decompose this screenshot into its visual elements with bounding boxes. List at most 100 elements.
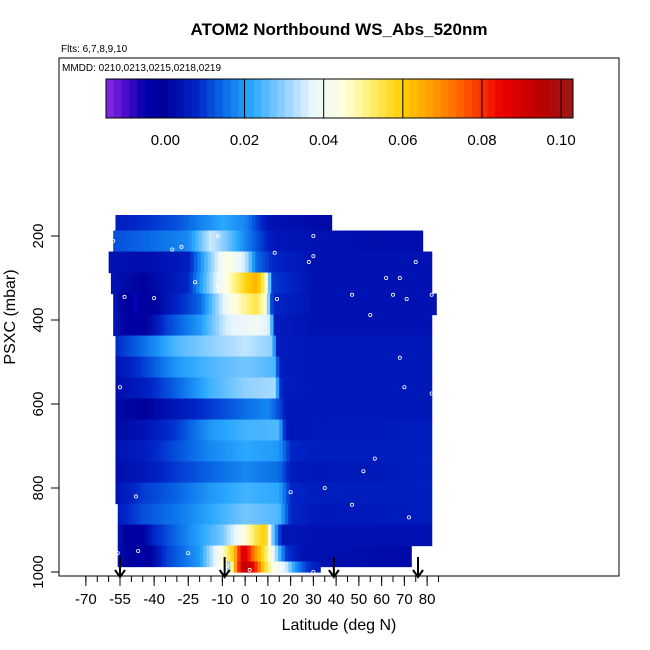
sample-point xyxy=(361,469,366,474)
heat-cell xyxy=(213,272,218,295)
heat-cell xyxy=(346,503,351,526)
heat-cell xyxy=(187,356,192,379)
colorbar-segment xyxy=(386,79,395,118)
heat-cell xyxy=(427,293,432,316)
heat-cell xyxy=(387,272,392,295)
heat-cell xyxy=(278,272,283,295)
heat-cell xyxy=(279,215,284,237)
heat-cell xyxy=(373,524,378,547)
heat-cell xyxy=(297,293,302,316)
heat-cell xyxy=(330,461,335,484)
heat-cell xyxy=(179,503,184,526)
heat-cell xyxy=(341,230,346,253)
heat-cell xyxy=(190,215,195,237)
heat-cell xyxy=(385,377,390,400)
heat-cell xyxy=(156,440,161,463)
heat-cell xyxy=(264,561,269,573)
heat-cell xyxy=(234,461,239,484)
heat-cell xyxy=(357,461,362,484)
heat-cell xyxy=(262,215,267,237)
sample-point xyxy=(279,565,284,570)
heat-cell xyxy=(248,461,253,484)
sample-point xyxy=(413,260,418,265)
heat-cell xyxy=(146,419,151,442)
heat-cell xyxy=(256,314,261,337)
heat-cell xyxy=(422,356,427,379)
heat-cell xyxy=(204,440,209,463)
heat-cell xyxy=(389,230,394,253)
heat-cell xyxy=(347,440,352,463)
heat-cell xyxy=(118,440,123,463)
heat-cell xyxy=(288,524,293,547)
colorbar-segment xyxy=(471,79,481,118)
heat-cell xyxy=(223,503,228,526)
heat-cell xyxy=(303,356,308,379)
heat-cell xyxy=(215,293,220,316)
colorbar-tick-label: 0.10 xyxy=(547,132,576,149)
heat-cell xyxy=(243,503,248,526)
heat-cell xyxy=(378,356,383,379)
heat-cell xyxy=(173,440,178,463)
heat-cell xyxy=(273,293,278,316)
heat-cell xyxy=(130,230,135,253)
heat-cell xyxy=(248,398,253,421)
heat-cell xyxy=(191,314,196,337)
heat-cell xyxy=(320,398,325,421)
heat-cell xyxy=(342,272,347,295)
heat-cell xyxy=(234,398,239,421)
y-tick-label: 800 xyxy=(30,475,47,500)
heat-cell xyxy=(388,356,393,379)
colorbar-segment xyxy=(230,79,239,118)
heat-cell xyxy=(298,545,303,568)
heat-cell xyxy=(418,272,423,295)
heat-cell xyxy=(129,419,134,442)
heat-cell xyxy=(163,461,168,484)
heat-cell xyxy=(412,398,417,421)
heat-cell xyxy=(367,482,372,505)
heat-cell xyxy=(250,545,255,568)
heat-cell xyxy=(402,377,407,400)
heat-cell xyxy=(304,293,309,316)
heat-cell xyxy=(241,335,246,358)
heat-cell xyxy=(274,561,279,573)
heat-cell xyxy=(165,503,170,526)
heat-cell xyxy=(159,461,164,484)
heat-cell xyxy=(129,440,134,463)
heat-cell xyxy=(145,503,150,526)
heat-cell xyxy=(296,377,301,400)
heat-cell xyxy=(135,215,140,237)
heat-cell xyxy=(190,356,195,379)
colorbar-segment xyxy=(347,79,356,118)
heat-cell xyxy=(412,461,417,484)
heat-cell xyxy=(238,356,243,379)
heat-cell xyxy=(424,524,429,547)
heat-cell xyxy=(373,272,378,295)
heat-cell xyxy=(176,215,181,237)
heat-cell xyxy=(230,545,235,568)
heat-cell xyxy=(261,524,266,547)
heat-cell xyxy=(217,440,222,463)
heat-cell xyxy=(146,482,151,505)
heat-cell xyxy=(394,503,399,526)
heat-cell xyxy=(248,482,253,505)
heat-cell xyxy=(290,314,295,337)
heat-cell xyxy=(125,440,130,463)
heat-cell xyxy=(298,524,303,547)
heat-cell xyxy=(265,482,270,505)
heat-cell xyxy=(286,419,291,442)
sample-point xyxy=(404,296,409,301)
heat-cell xyxy=(357,419,362,442)
heat-cell xyxy=(336,524,341,547)
heat-cell xyxy=(408,419,413,442)
heat-cell xyxy=(320,356,325,379)
sample-point xyxy=(193,280,198,285)
heat-cell xyxy=(196,524,201,547)
heat-cell xyxy=(428,524,433,547)
heat-cell xyxy=(176,440,181,463)
heat-cell xyxy=(204,461,209,484)
colorbar-segment xyxy=(106,79,115,118)
heat-cell xyxy=(146,356,151,379)
heat-cell xyxy=(238,461,243,484)
heat-cell xyxy=(129,251,134,274)
heat-cell xyxy=(279,377,284,400)
